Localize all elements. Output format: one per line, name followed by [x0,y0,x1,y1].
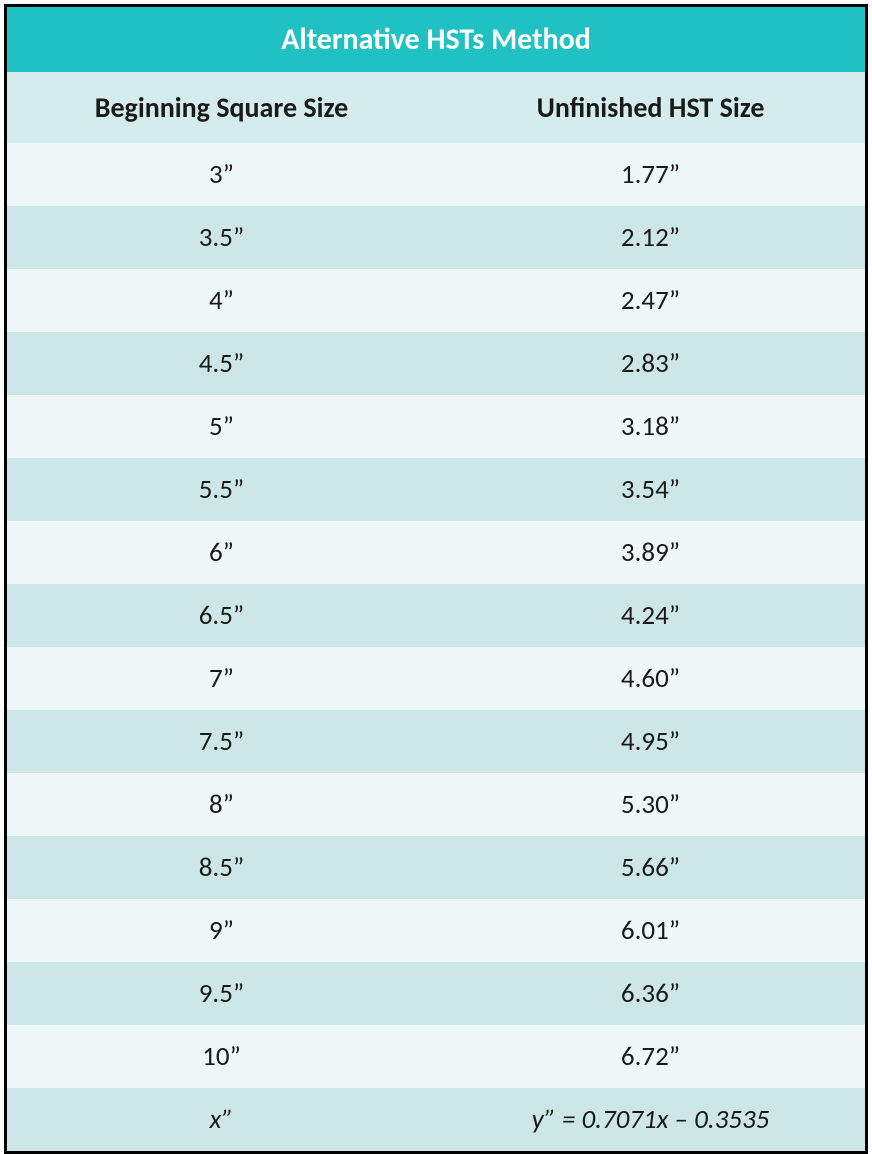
formula-row: x” y” = 0.7071x – 0.3535 [7,1088,865,1151]
cell-beginning: 6.5” [7,584,436,647]
table-row: 7.5” 4.95” [7,710,865,773]
table-row: 8.5” 5.66” [7,836,865,899]
table-row: 6.5” 4.24” [7,584,865,647]
cell-unfinished: 3.18” [436,395,865,458]
cell-unfinished: 6.72” [436,1025,865,1088]
table-row: 9” 6.01” [7,899,865,962]
column-header-beginning: Beginning Square Size [7,72,436,143]
cell-beginning: 5.5” [7,458,436,521]
cell-unfinished: 6.36” [436,962,865,1025]
table-title: Alternative HSTs Method [7,4,865,72]
cell-beginning: 8.5” [7,836,436,899]
cell-unfinished: 3.54” [436,458,865,521]
cell-beginning: 10” [7,1025,436,1088]
cell-beginning: 9” [7,899,436,962]
cell-unfinished: 3.89” [436,521,865,584]
table-row: 4” 2.47” [7,269,865,332]
column-header-unfinished: Unfinished HST Size [436,72,865,143]
formula-x: x” [7,1088,436,1151]
cell-beginning: 3.5” [7,206,436,269]
cell-unfinished: 4.24” [436,584,865,647]
table-row: 9.5” 6.36” [7,962,865,1025]
cell-unfinished: 5.30” [436,773,865,836]
table-row: 7” 4.60” [7,647,865,710]
cell-beginning: 6” [7,521,436,584]
cell-beginning: 8” [7,773,436,836]
cell-unfinished: 2.12” [436,206,865,269]
table-header-row: Beginning Square Size Unfinished HST Siz… [7,72,865,143]
table-row: 4.5” 2.83” [7,332,865,395]
cell-beginning: 7.5” [7,710,436,773]
cell-unfinished: 4.95” [436,710,865,773]
table-row: 3” 1.77” [7,143,865,206]
cell-unfinished: 5.66” [436,836,865,899]
table-row: 8” 5.30” [7,773,865,836]
cell-beginning: 5” [7,395,436,458]
cell-beginning: 4” [7,269,436,332]
cell-unfinished: 6.01” [436,899,865,962]
formula-y: y” = 0.7071x – 0.3535 [436,1088,865,1151]
table-row: 10” 6.72” [7,1025,865,1088]
cell-unfinished: 4.60” [436,647,865,710]
table-row: 3.5” 2.12” [7,206,865,269]
cell-unfinished: 2.83” [436,332,865,395]
cell-beginning: 3” [7,143,436,206]
cell-unfinished: 2.47” [436,269,865,332]
table-row: 5” 3.18” [7,395,865,458]
table-row: 6” 3.89” [7,521,865,584]
cell-beginning: 9.5” [7,962,436,1025]
cell-beginning: 7” [7,647,436,710]
table-row: 5.5” 3.54” [7,458,865,521]
hst-table: Alternative HSTs Method Beginning Square… [4,4,868,1154]
cell-unfinished: 1.77” [436,143,865,206]
cell-beginning: 4.5” [7,332,436,395]
